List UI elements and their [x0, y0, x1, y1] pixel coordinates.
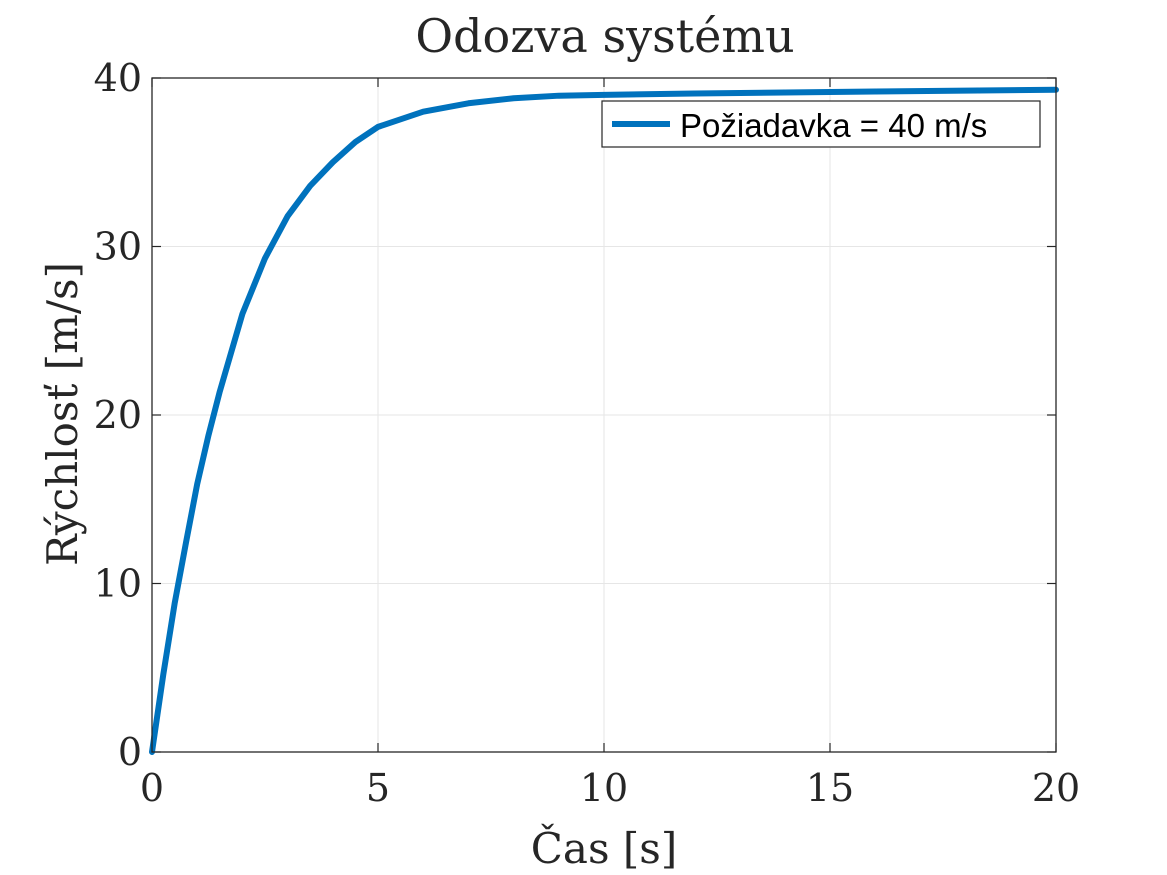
series-line: [149, 86, 1059, 755]
x-tick-label: 5: [366, 766, 390, 810]
x-tick-label: 15: [806, 766, 854, 810]
x-tick-label: 0: [140, 766, 164, 810]
y-tick-label: 30: [94, 225, 142, 269]
legend-entry-label: Požiadavka = 40 m/s: [680, 107, 987, 144]
y-tick-label: 0: [118, 730, 142, 774]
chart-title: Odozva systému: [415, 9, 794, 63]
legend-box: [601, 100, 1041, 148]
legend: Požiadavka = 40 m/s: [601, 100, 1041, 148]
y-tick-label: 10: [94, 562, 142, 606]
y-tick-label: 40: [94, 56, 142, 100]
x-tick-label: 10: [580, 766, 628, 810]
plot-area: 0 5 10 15 20 0 10 20 30 40: [94, 56, 1081, 810]
y-axis-label: Rýchlosť [m/s]: [38, 262, 87, 566]
y-tick-label: 20: [94, 393, 142, 437]
x-tick-label: 20: [1032, 766, 1080, 810]
x-axis-label: Čas [s]: [531, 823, 677, 873]
plot-frame: [151, 77, 1057, 753]
